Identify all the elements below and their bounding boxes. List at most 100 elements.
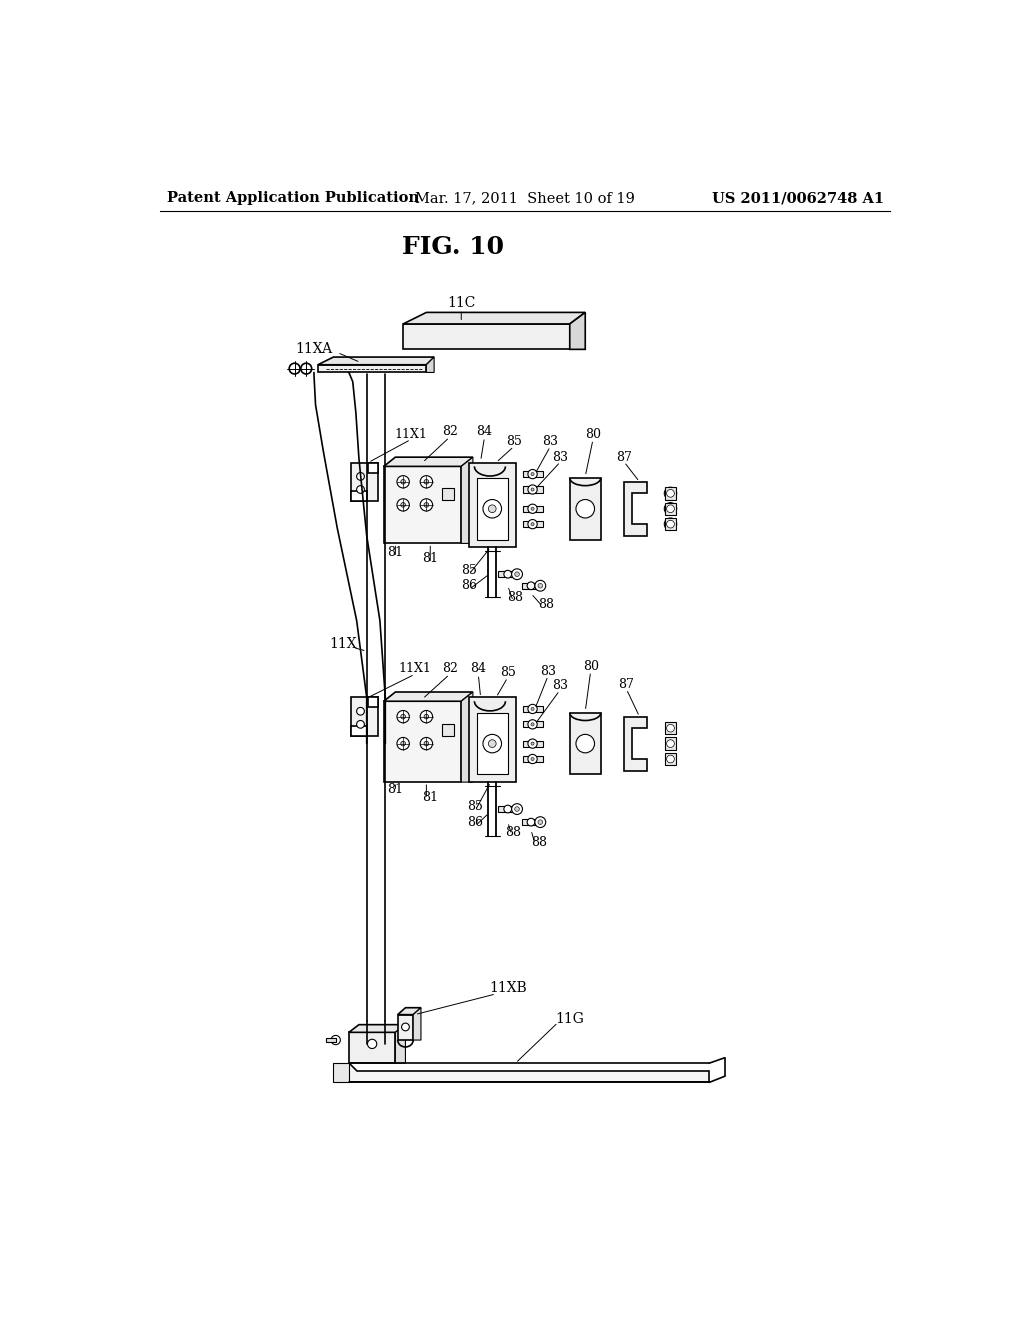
Circle shape: [528, 755, 538, 763]
Polygon shape: [317, 364, 426, 372]
Circle shape: [575, 499, 595, 517]
Circle shape: [531, 488, 535, 491]
Bar: [442, 725, 454, 737]
Polygon shape: [426, 358, 434, 372]
Text: 83: 83: [540, 665, 556, 677]
Circle shape: [397, 499, 410, 511]
Circle shape: [528, 705, 538, 714]
Circle shape: [356, 473, 365, 480]
Circle shape: [528, 719, 538, 729]
Circle shape: [665, 517, 677, 531]
Bar: [665, 487, 676, 499]
Polygon shape: [351, 726, 367, 737]
Circle shape: [665, 487, 677, 499]
Text: 11X: 11X: [330, 636, 357, 651]
Polygon shape: [384, 466, 461, 544]
Text: 85: 85: [506, 436, 522, 449]
Bar: [523, 721, 543, 727]
Polygon shape: [569, 313, 586, 350]
Text: 84: 84: [476, 425, 493, 438]
Bar: [523, 506, 543, 512]
Circle shape: [528, 504, 538, 513]
Circle shape: [538, 583, 543, 589]
Circle shape: [397, 710, 410, 723]
Text: US 2011/0062748 A1: US 2011/0062748 A1: [712, 191, 884, 206]
Bar: [665, 738, 676, 750]
Text: 81: 81: [387, 783, 403, 796]
Text: 88: 88: [539, 598, 555, 611]
Circle shape: [424, 503, 429, 507]
Circle shape: [531, 723, 535, 726]
Circle shape: [424, 742, 429, 746]
Text: Mar. 17, 2011  Sheet 10 of 19: Mar. 17, 2011 Sheet 10 of 19: [415, 191, 635, 206]
Circle shape: [488, 739, 496, 747]
Circle shape: [488, 504, 496, 512]
Circle shape: [538, 820, 543, 825]
Circle shape: [420, 738, 432, 750]
Circle shape: [667, 504, 675, 512]
Circle shape: [528, 739, 538, 748]
Polygon shape: [397, 1007, 421, 1015]
Circle shape: [665, 503, 677, 515]
Circle shape: [531, 507, 535, 511]
Text: 81: 81: [422, 791, 438, 804]
Circle shape: [528, 484, 538, 494]
Circle shape: [528, 520, 538, 529]
Circle shape: [512, 804, 522, 814]
Circle shape: [400, 503, 406, 507]
Text: 86: 86: [467, 816, 483, 829]
Bar: [665, 517, 676, 531]
Text: 85: 85: [461, 564, 477, 577]
Circle shape: [420, 710, 432, 723]
Circle shape: [515, 807, 519, 812]
Circle shape: [535, 581, 546, 591]
Text: Patent Application Publication: Patent Application Publication: [167, 191, 419, 206]
Text: 82: 82: [441, 425, 458, 438]
Circle shape: [397, 475, 410, 488]
Text: 85: 85: [467, 800, 483, 813]
Polygon shape: [624, 717, 647, 771]
Text: 82: 82: [441, 663, 458, 676]
Text: 11C: 11C: [447, 296, 475, 310]
Circle shape: [420, 475, 432, 488]
Text: 81: 81: [422, 552, 438, 565]
Polygon shape: [317, 358, 434, 364]
Bar: [521, 582, 539, 589]
Polygon shape: [624, 482, 647, 536]
Text: 87: 87: [616, 450, 632, 463]
Circle shape: [667, 725, 675, 733]
Circle shape: [397, 738, 410, 750]
Text: 87: 87: [618, 677, 634, 690]
Text: FIG. 10: FIG. 10: [402, 235, 505, 259]
Bar: [499, 572, 515, 577]
Text: 88: 88: [505, 826, 521, 840]
Text: 86: 86: [461, 579, 477, 593]
Bar: [523, 487, 543, 492]
Polygon shape: [349, 1063, 710, 1082]
Circle shape: [504, 570, 512, 578]
Circle shape: [667, 520, 675, 528]
Text: 88: 88: [508, 591, 523, 603]
Bar: [523, 741, 543, 747]
Circle shape: [531, 742, 535, 744]
Circle shape: [515, 572, 519, 577]
Circle shape: [400, 714, 406, 719]
Circle shape: [483, 734, 502, 752]
Polygon shape: [403, 323, 569, 350]
Bar: [499, 807, 515, 812]
Text: 11X1: 11X1: [398, 663, 431, 676]
Text: 83: 83: [543, 436, 558, 449]
Polygon shape: [369, 697, 378, 708]
Polygon shape: [461, 692, 473, 781]
Text: 80: 80: [583, 660, 599, 673]
Polygon shape: [369, 462, 378, 473]
Circle shape: [331, 1035, 340, 1044]
Circle shape: [531, 708, 535, 710]
Circle shape: [424, 479, 429, 484]
Bar: [523, 521, 543, 527]
Polygon shape: [569, 478, 601, 540]
Text: 11X1: 11X1: [394, 428, 427, 441]
Bar: [665, 752, 676, 766]
Bar: [523, 756, 543, 762]
Circle shape: [667, 490, 675, 498]
